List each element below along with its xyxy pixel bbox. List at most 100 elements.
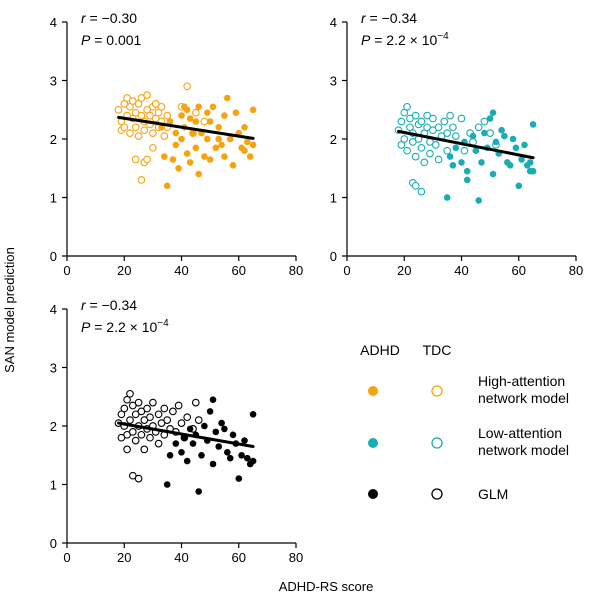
data-point-adhd-low-attention [518, 156, 525, 163]
data-point-adhd-high-attention [183, 150, 191, 157]
data-point-tdc-glm [146, 413, 154, 422]
data-point-adhd-high-attention [218, 141, 225, 149]
data-point-adhd-high-attention [195, 103, 202, 111]
y-tick-label-high-attention: 4 [50, 15, 57, 30]
data-point-tdc-high-attention [200, 117, 209, 126]
data-point-adhd-glm [189, 440, 197, 447]
regression-line-high-attention [117, 115, 255, 140]
data-point-adhd-low-attention [492, 138, 500, 146]
data-point-adhd-high-attention [189, 129, 197, 137]
legend-marker-adhd-high-attention [368, 386, 378, 396]
data-point-tdc-glm [149, 398, 157, 407]
y-tick-label-glm: 2 [50, 419, 57, 434]
data-point-adhd-low-attention [486, 115, 494, 122]
data-point-tdc-glm [194, 416, 203, 424]
legend-marker-tdc-high-attention [431, 385, 443, 397]
data-point-adhd-high-attention [192, 144, 200, 152]
legend-label-high-attention-2: network model [478, 390, 569, 406]
data-point-adhd-high-attention [215, 135, 222, 143]
data-point-tdc-glm [143, 404, 151, 413]
data-point-adhd-low-attention [526, 159, 534, 166]
data-point-tdc-low-attention [397, 141, 406, 149]
data-point-adhd-high-attention [226, 135, 234, 143]
x-tick-label-high-attention: 0 [63, 263, 70, 278]
x-tick-label-low-attention: 20 [397, 263, 411, 278]
data-point-tdc-glm [183, 413, 192, 422]
data-point-tdc-low-attention [449, 123, 457, 132]
data-point-adhd-high-attention [241, 147, 248, 154]
x-tick-label-high-attention: 40 [174, 263, 188, 278]
regression-line-low-attention [397, 129, 535, 160]
x-tick-label-high-attention: 60 [232, 263, 246, 278]
x-tick-label-glm: 40 [174, 550, 188, 565]
legend-label-low-attention-1: Low-attention [478, 425, 562, 441]
y-tick-label-glm: 0 [50, 536, 57, 551]
data-point-tdc-high-attention [149, 143, 157, 152]
data-point-adhd-high-attention [175, 165, 182, 172]
data-point-adhd-high-attention [206, 118, 214, 125]
data-point-tdc-high-attention [163, 111, 172, 120]
stat-p-low-attention: P = 2.2 × 10−4 [361, 31, 449, 48]
panel-low-attention: 0 20 40 60 80 0 1 2 3 4 r = −0.34 P = 2.2 × 10−4 [330, 10, 583, 278]
data-point-adhd-low-attention [489, 109, 497, 116]
data-point-tdc-low-attention [429, 114, 437, 123]
data-point-adhd-glm [195, 488, 202, 495]
data-point-adhd-glm [244, 454, 251, 462]
data-point-adhd-glm [226, 454, 234, 462]
data-point-adhd-high-attention [186, 159, 194, 166]
data-point-tdc-low-attention [431, 141, 440, 149]
data-point-tdc-low-attention [480, 117, 489, 126]
data-point-tdc-high-attention [131, 123, 140, 132]
data-point-adhd-high-attention [209, 103, 217, 111]
data-point-adhd-high-attention [224, 94, 231, 102]
data-point-adhd-low-attention [529, 167, 537, 175]
panel-high-attention: 0 20 40 60 80 0 1 2 3 4 r = −0.30 P = 0.001 [50, 10, 303, 278]
data-point-adhd-glm [249, 457, 257, 465]
data-point-adhd-low-attention [463, 167, 471, 175]
x-tick-label-low-attention: 40 [454, 263, 468, 278]
data-point-tdc-glm [120, 404, 129, 413]
y-tick-label-glm: 3 [50, 361, 57, 376]
data-point-tdc-low-attention [486, 129, 494, 137]
x-tick-label-glm: 80 [289, 550, 303, 565]
data-point-adhd-glm [224, 449, 231, 456]
data-point-adhd-high-attention [195, 170, 202, 178]
legend-marker-adhd-low-attention [368, 438, 378, 448]
data-point-adhd-high-attention [249, 106, 257, 114]
data-point-adhd-high-attention [178, 135, 185, 143]
legend: ADHD TDC High-attention network model Lo… [360, 342, 569, 502]
data-point-adhd-high-attention [161, 153, 168, 160]
data-point-tdc-glm [123, 395, 131, 404]
data-point-tdc-glm [174, 401, 183, 410]
data-point-tdc-glm [134, 398, 143, 407]
y-tick-label-high-attention: 1 [50, 191, 57, 206]
data-point-tdc-glm [126, 416, 134, 424]
stat-r-low-attention: r = −0.34 [361, 10, 417, 26]
data-point-tdc-low-attention [417, 187, 426, 196]
data-point-tdc-low-attention [440, 117, 449, 126]
data-point-adhd-glm [206, 408, 214, 415]
data-point-adhd-high-attention [163, 182, 171, 190]
data-point-adhd-high-attention [204, 135, 211, 143]
legend-label-low-attention-2: network model [478, 442, 569, 458]
data-point-adhd-high-attention [244, 138, 251, 146]
data-point-tdc-low-attention [411, 111, 420, 120]
data-point-adhd-high-attention [246, 153, 254, 160]
data-point-adhd-glm [235, 475, 243, 482]
data-point-adhd-high-attention [232, 109, 240, 116]
data-point-tdc-glm [154, 410, 163, 419]
data-point-tdc-high-attention [154, 108, 163, 117]
data-point-adhd-low-attention [446, 153, 454, 160]
data-point-adhd-low-attention [506, 162, 514, 169]
regression-line-glm [117, 421, 255, 448]
x-tick-label-glm: 60 [232, 550, 246, 565]
data-point-adhd-glm [163, 481, 171, 488]
data-point-adhd-glm [238, 452, 245, 459]
data-point-adhd-low-attention [463, 176, 471, 184]
data-point-tdc-low-attention [420, 158, 429, 167]
y-tick-label-high-attention: 0 [50, 249, 57, 264]
data-point-tdc-glm [126, 389, 134, 398]
data-point-tdc-high-attention [134, 132, 143, 140]
data-point-adhd-high-attention [183, 106, 191, 114]
